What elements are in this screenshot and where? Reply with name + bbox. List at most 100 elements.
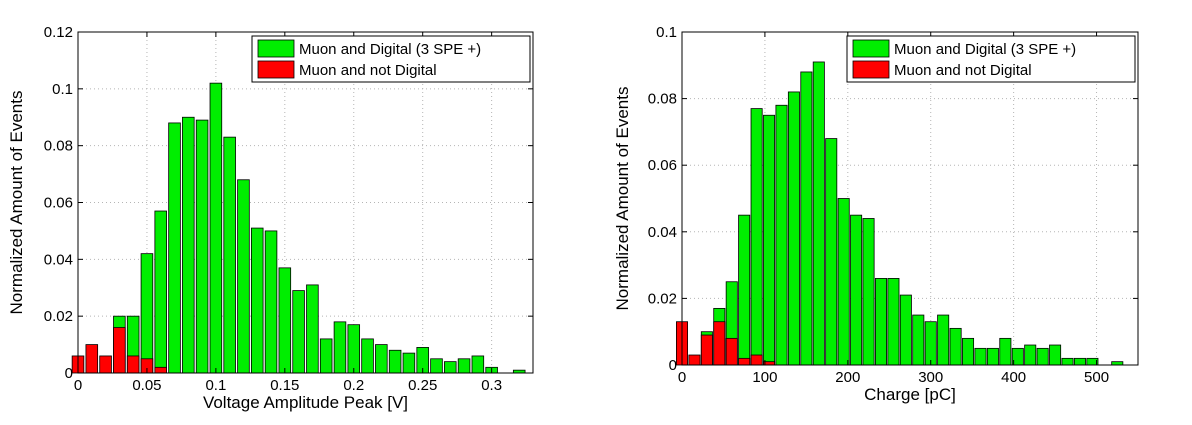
y-axis-label: Normalized Amount of Events (7, 91, 26, 315)
legend-swatch (257, 39, 295, 58)
bar-not-digital (750, 354, 763, 366)
x-tick-label: 500 (1084, 369, 1109, 386)
legend-label: Muon and Digital (3 SPE +) (894, 41, 1076, 58)
x-tick-label: 0.1 (205, 377, 226, 394)
bar-digital (306, 284, 319, 374)
bar-not-digital (154, 366, 167, 374)
bar-digital (154, 210, 167, 374)
bar-not-digital (725, 337, 738, 366)
y-tick-label: 0.1 (656, 24, 677, 41)
x-tick-label: 0.25 (408, 377, 437, 394)
bar-digital (887, 278, 900, 366)
bar-digital (750, 108, 763, 366)
y-tick-label: 0.08 (648, 91, 677, 108)
bar-digital (250, 227, 264, 374)
bar-digital (974, 347, 987, 366)
y-axis-label: Normalized Amount of Events (613, 87, 632, 311)
bar-digital (292, 290, 305, 374)
bar-digital (738, 214, 751, 366)
bar-digital (375, 344, 388, 374)
legend-label: Muon and not Digital (894, 62, 1032, 79)
bar-not-digital (700, 334, 713, 366)
legend-box (846, 35, 1136, 83)
bar-digital (837, 198, 850, 366)
bar-digital (209, 82, 223, 374)
bar-not-digital (126, 355, 140, 374)
bar-digital (800, 71, 813, 366)
bar-digital (1061, 357, 1074, 366)
y-tick-label: 0.08 (44, 138, 73, 155)
y-tick-label: 0.02 (648, 290, 677, 307)
x-tick-label: 400 (1001, 369, 1026, 386)
bar-digital (319, 338, 333, 374)
bar-digital (812, 61, 825, 366)
bar-not-digital (688, 354, 701, 366)
bar-digital (347, 324, 361, 374)
bar-digital (168, 122, 181, 374)
x-tick-label: 0.05 (132, 377, 161, 394)
bar-digital (962, 337, 975, 366)
bar-digital (899, 294, 912, 366)
x-tick-label: 0 (74, 377, 82, 394)
bar-digital (457, 358, 471, 374)
legend-box (251, 35, 531, 83)
bar-not-digital (738, 357, 751, 366)
bar-digital (1049, 344, 1062, 366)
x-tick-label: 0.3 (481, 377, 502, 394)
y-tick-label: 0 (65, 365, 73, 382)
chart-1: 0 0.05 0.1 0.15 0.2 0.25 0.3 0 0.02 0.04 0.06 0.08 0… (7, 24, 534, 412)
bar-digital (388, 349, 402, 374)
plot-frame (681, 31, 1139, 366)
bar-not-digital (99, 355, 112, 374)
legend: Muon and Digital (3 SPE +) Muon and not D… (251, 35, 531, 83)
bar-digital (223, 136, 236, 374)
y-tick-label: 0.12 (44, 24, 73, 41)
bar-digital (1073, 357, 1086, 366)
bar-digital (825, 138, 838, 366)
legend: Muon and Digital (3 SPE +) Muon and not D… (846, 35, 1136, 83)
bar-digital (949, 327, 962, 366)
bar-digital (924, 321, 937, 366)
bar-not-digital (85, 344, 99, 374)
bar-digital (787, 91, 800, 366)
bar-digital (986, 347, 999, 366)
bar-digital (278, 267, 292, 374)
bar-digital (874, 278, 887, 366)
bar-digital (430, 358, 443, 374)
x-tick-label: 200 (835, 369, 860, 386)
x-axis-label: Voltage Amplitude Peak [V] (203, 393, 408, 412)
y-tick-label: 0.02 (44, 308, 73, 325)
bar-digital (1024, 344, 1037, 366)
bar-digital (850, 214, 863, 366)
legend-label: Muon and Digital (3 SPE +) (299, 41, 481, 58)
bar-digital (333, 321, 347, 374)
y-tick-label: 0.1 (52, 81, 73, 98)
y-tick-label: 0.04 (648, 224, 677, 241)
legend-swatch (852, 39, 890, 58)
bar-digital (402, 352, 416, 374)
x-axis-label: Charge [pC] (864, 385, 956, 404)
bar-digital (999, 337, 1012, 366)
bar-digital (471, 355, 485, 374)
bar-digital (1036, 347, 1049, 366)
y-tick-label: 0 (669, 357, 677, 374)
bar-digital (937, 314, 950, 366)
legend-swatch (257, 60, 295, 79)
bar-digital (264, 230, 278, 374)
bar-digital (361, 338, 374, 374)
bar-digital (862, 218, 875, 366)
bar-digital (775, 104, 788, 366)
legend-label: Muon and not Digital (299, 62, 437, 79)
bar-digital (195, 119, 209, 374)
chart-2: 0 100 200 300 400 500 0 0.02 0.04 0.06 0.08 0.1 Char… (613, 24, 1139, 404)
x-tick-label: 0 (678, 369, 686, 386)
bar-digital (140, 253, 154, 374)
x-tick-label: 100 (752, 369, 777, 386)
legend-swatch (852, 60, 890, 79)
bar-digital (763, 114, 776, 366)
x-tick-label: 0.15 (270, 377, 299, 394)
x-tick-label: 300 (918, 369, 943, 386)
y-tick-label: 0.06 (648, 157, 677, 174)
bar-not-digital (113, 327, 126, 374)
